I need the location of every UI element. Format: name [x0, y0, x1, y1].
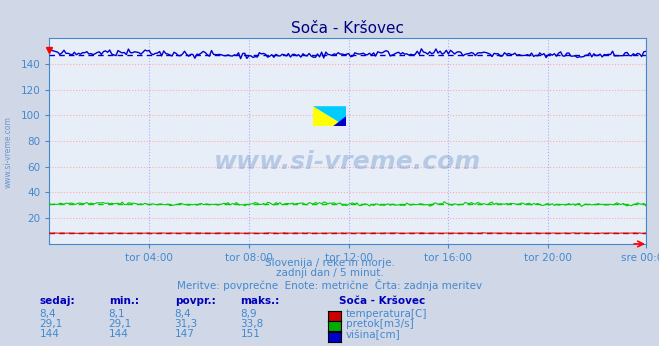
Title: Soča - Kršovec: Soča - Kršovec [291, 20, 404, 36]
Text: 8,9: 8,9 [241, 309, 257, 319]
Text: sedaj:: sedaj: [40, 296, 75, 306]
Text: 29,1: 29,1 [40, 319, 63, 329]
Text: 144: 144 [109, 329, 129, 339]
Text: 29,1: 29,1 [109, 319, 132, 329]
Text: pretok[m3/s]: pretok[m3/s] [346, 319, 414, 329]
Text: zadnji dan / 5 minut.: zadnji dan / 5 minut. [275, 268, 384, 278]
Text: 8,1: 8,1 [109, 309, 125, 319]
Text: min.:: min.: [109, 296, 139, 306]
Text: 8,4: 8,4 [40, 309, 56, 319]
Polygon shape [313, 106, 346, 126]
Text: www.si-vreme.com: www.si-vreme.com [214, 149, 481, 174]
Text: temperatura[C]: temperatura[C] [346, 309, 428, 319]
Text: 144: 144 [40, 329, 59, 339]
Text: maks.:: maks.: [241, 296, 280, 306]
Text: 151: 151 [241, 329, 260, 339]
Text: Slovenija / reke in morje.: Slovenija / reke in morje. [264, 258, 395, 268]
Text: 8,4: 8,4 [175, 309, 191, 319]
Text: Soča - Kršovec: Soča - Kršovec [339, 296, 426, 306]
Text: višina[cm]: višina[cm] [346, 329, 401, 340]
Polygon shape [313, 106, 346, 126]
Text: www.si-vreme.com: www.si-vreme.com [3, 116, 13, 188]
Polygon shape [333, 116, 346, 126]
Text: Meritve: povprečne  Enote: metrične  Črta: zadnja meritev: Meritve: povprečne Enote: metrične Črta:… [177, 279, 482, 291]
Text: povpr.:: povpr.: [175, 296, 215, 306]
Text: 33,8: 33,8 [241, 319, 264, 329]
Text: 31,3: 31,3 [175, 319, 198, 329]
Text: 147: 147 [175, 329, 194, 339]
